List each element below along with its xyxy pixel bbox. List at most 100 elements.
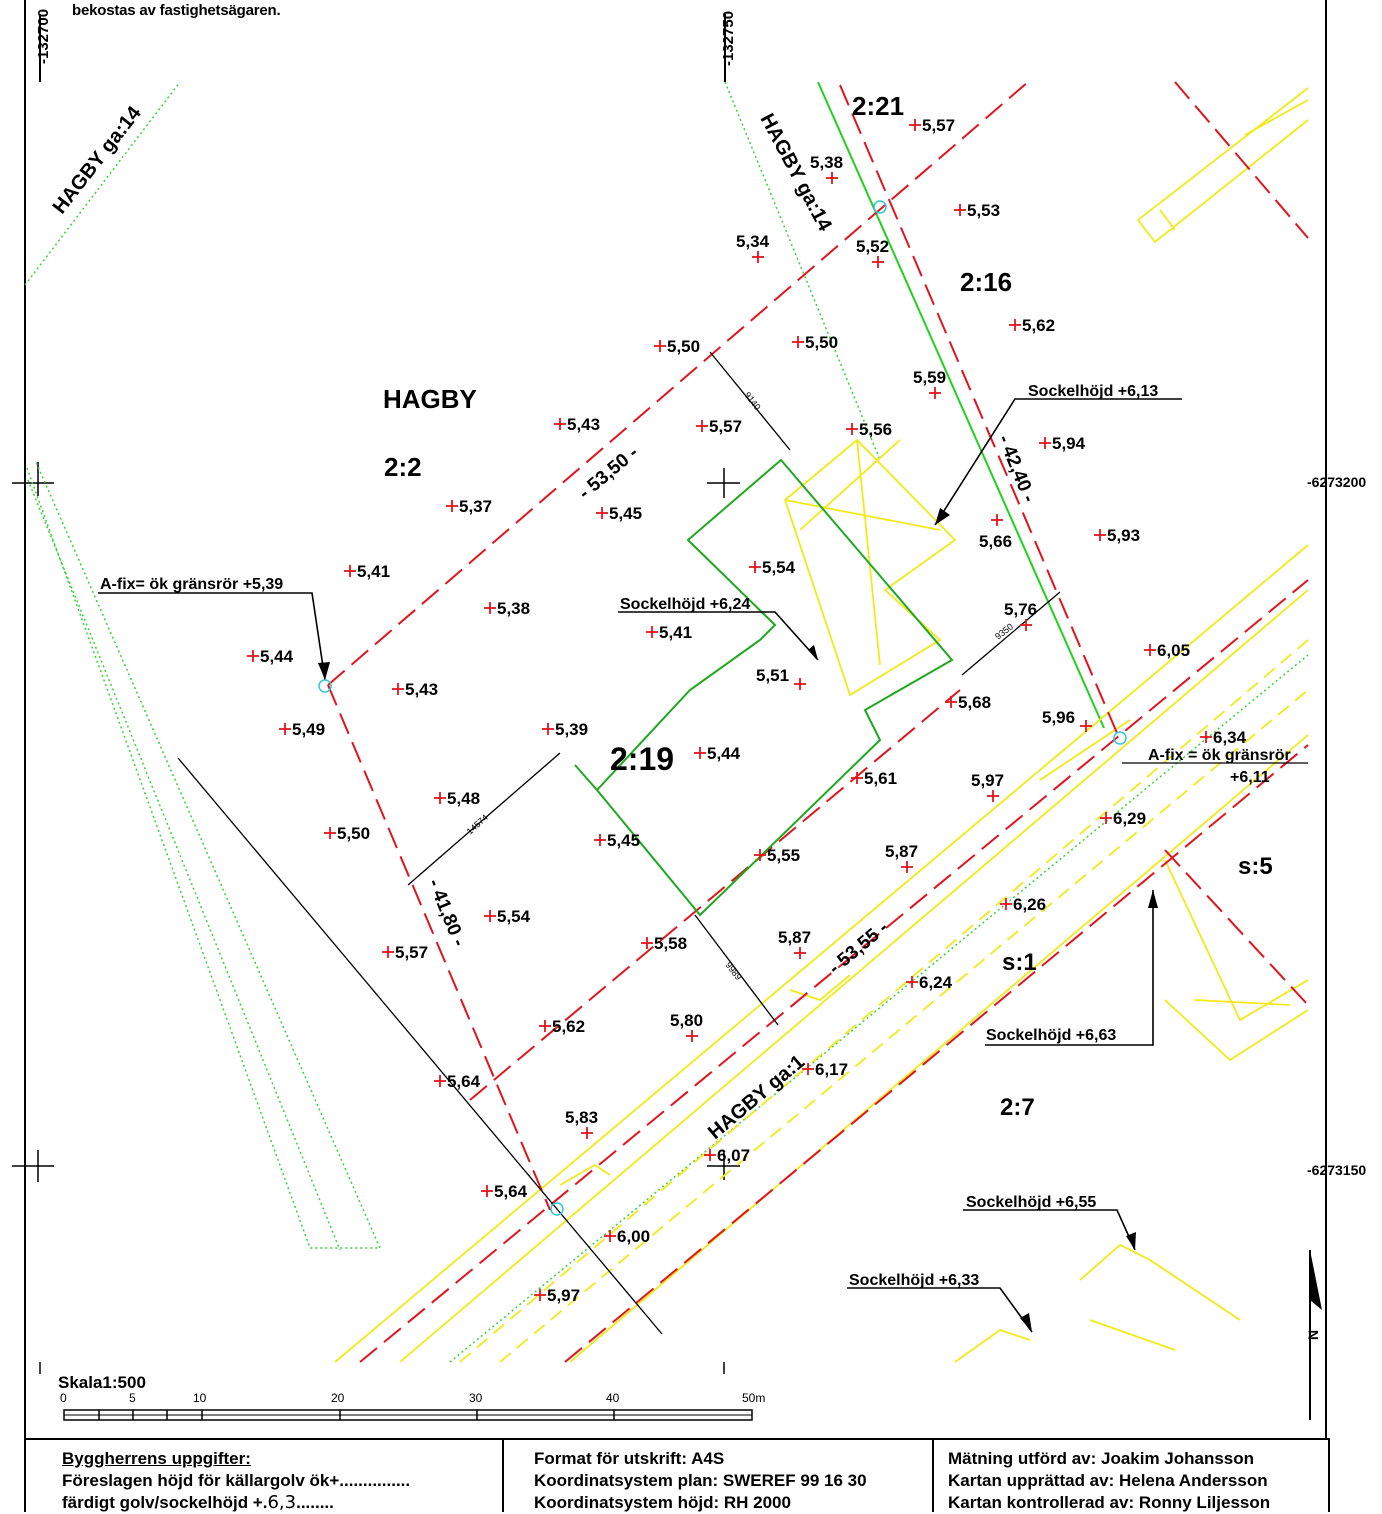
elevation-label: 5,87 [778,928,811,947]
elevation-point: 6,34 [1200,728,1247,747]
elevation-point: 5,97 [971,771,1004,802]
elevation-point: 5,50 [792,333,838,352]
elevation-label: 5,58 [654,934,687,953]
elevation-point: 5,66 [979,514,1012,551]
footer-builder: Byggherrens uppgifter: Föreslagen höjd f… [54,1440,504,1513]
elevation-point: 5,62 [539,1017,585,1036]
scale-tick-30: 30 [469,1391,483,1405]
callout-afix-right: A-fix = ök gränsrör [1148,747,1291,764]
dimension-labels: 9140 9350 14574 9989 [465,390,1015,982]
callout-sockel-613: Sockelhöjd +6,13 [1028,383,1158,400]
elevation-label: 6,26 [1013,895,1046,914]
footer-info: Byggherrens uppgifter: Föreslagen höjd f… [24,1438,1330,1513]
elevation-point: 5,45 [594,831,640,850]
scale-title: Skala1:500 [58,1373,146,1392]
elevation-point: 6,00 [604,1227,650,1246]
dimension-lines [177,351,1308,1335]
builder-line2-suffix: ........ [296,1493,334,1512]
elevation-point: 5,54 [484,907,531,926]
fixpoint-markers [318,200,1127,1216]
elevation-point: 5,61 [851,769,897,788]
builder-line2-prefix: färdigt golv/sockelhöjd +. [62,1493,268,1512]
elevation-label: 5,50 [667,337,700,356]
property-boundaries [327,81,1309,1363]
elevation-label: 5,62 [552,1017,585,1036]
elevation-label: 5,97 [971,771,1004,790]
coord-label-y-top: -6273200 [1307,474,1366,490]
callout-texts: A-fix= ök gränsrör +5,39 Sockelhöjd +6,1… [100,383,1291,1289]
parcel-2-19: 2:19 [610,741,674,777]
callout-afix-left: A-fix= ök gränsrör +5,39 [100,576,283,593]
green-boundary [817,81,1105,729]
survey-map: -132700 -132750 -6273200 -6273150 [12,0,1366,1438]
elevation-label: 5,94 [1052,434,1086,453]
elevation-point: 5,38 [810,153,843,184]
scale-tick-20: 20 [331,1391,345,1405]
elevation-point: 5,97 [534,1286,580,1305]
dim-9140: 9140 [742,390,762,412]
elevation-label: 5,80 [670,1011,703,1030]
elevation-point: 6,05 [1144,641,1190,660]
elevation-label: 5,55 [767,846,800,865]
format-line2: Koordinatsystem plan: SWEREF 99 16 30 [534,1471,867,1490]
elevation-label: 5,54 [762,558,796,577]
elevation-label: 6,24 [919,973,953,992]
elevation-point: 6,24 [906,973,953,992]
elevation-label: 5,64 [494,1182,528,1201]
dim-14574: 14574 [465,812,490,836]
header-note: bekostas av fastighetsägaren. [72,2,281,19]
elevation-label: 5,38 [497,599,530,618]
elevation-label: 5,59 [913,368,946,387]
elevation-label: 5,87 [885,842,918,861]
elevation-label: 5,45 [609,504,642,523]
elevation-label: 5,61 [864,769,897,788]
dim-9989: 9989 [723,960,743,982]
elevation-point: 5,39 [542,720,588,739]
callout-afix-right-value: +6,11 [1230,769,1270,786]
elevation-point: 6,17 [802,1060,848,1079]
parcel-2-16: 2:16 [960,267,1012,297]
length-top: - 53,50 - [575,442,643,504]
elevation-label: 5,41 [357,562,390,581]
elevation-point: 5,41 [344,562,390,581]
north-label: N [1305,1330,1321,1340]
elevation-point: 5,50 [654,337,700,356]
elevation-label: 6,34 [1213,728,1247,747]
elevation-label: 5,44 [260,647,294,666]
elevation-label: 5,45 [607,831,640,850]
elevation-points: 5,57 5,38 5,53 5,34 5,52 5,62 5,50 5,50 5,59 5,43… [247,116,1247,1305]
elevation-point: 5,53 [954,201,1000,220]
elevation-label: 5,44 [707,744,741,763]
elevation-point: 5,51 [756,666,806,690]
elevation-point: 5,54 [749,558,796,577]
parcel-s1: s:1 [1002,949,1037,976]
parcel-2-2: 2:2 [384,452,422,482]
elevation-label: 5,57 [922,116,955,135]
elevation-point: 5,94 [1039,434,1086,453]
elevation-label: 5,62 [1022,316,1055,335]
road-label-ga14-left: HAGBY ga:14 [49,102,147,218]
elevation-point: 5,96 [1042,708,1092,732]
scale-tick-5: 5 [129,1391,136,1405]
elevation-point: 5,34 [736,232,770,263]
format-line3: Koordinatsystem höjd: RH 2000 [534,1493,791,1512]
elevation-point: 5,64 [434,1072,481,1091]
elevation-label: 6,29 [1113,809,1146,828]
elevation-label: 5,93 [1107,526,1140,545]
elevation-point: 5,56 [846,420,892,439]
elevation-label: 5,50 [805,333,838,352]
callout-arrowheads [318,508,1158,1332]
elevation-label: 5,39 [555,720,588,739]
yellow-features [334,87,1309,1363]
elevation-point: 5,37 [446,497,492,516]
elevation-point: 5,43 [392,680,438,699]
elevation-label: 5,50 [337,824,370,843]
scale-tick-50: 50m [742,1391,765,1405]
elevation-label: 5,83 [565,1108,598,1127]
coord-label-y-bottom: -6273150 [1307,1162,1366,1178]
elevation-point: 5,58 [641,934,687,953]
elevation-point: 5,41 [646,623,692,642]
builder-line1: Föreslagen höjd för källargolv ök+......… [62,1471,411,1490]
elevation-label: 5,57 [395,943,428,962]
elevation-point: 5,80 [670,1011,703,1042]
